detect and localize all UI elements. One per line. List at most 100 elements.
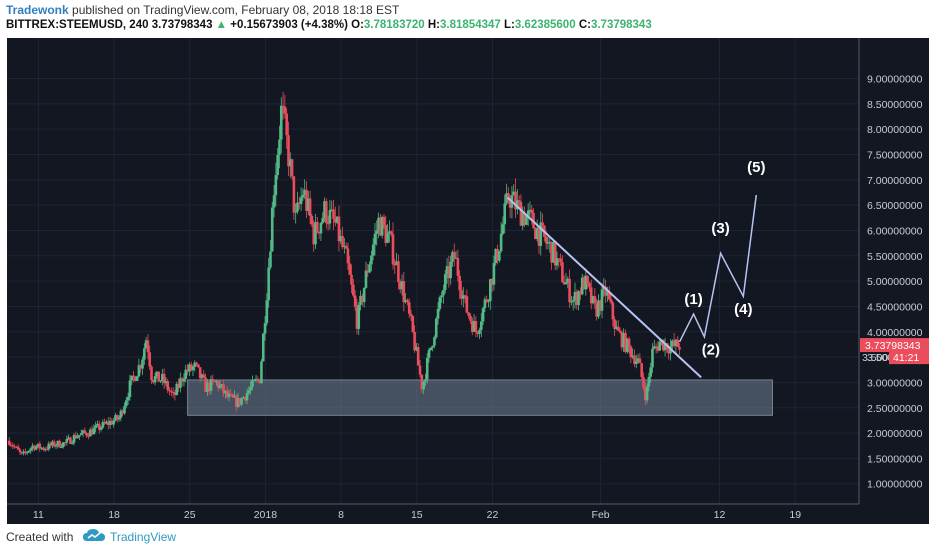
y-tick-label: 8.50000000 (867, 99, 923, 111)
candle-body (85, 433, 88, 436)
candle-body (218, 385, 222, 388)
candle-body (461, 295, 465, 299)
candle-body (589, 287, 593, 304)
candle-body (508, 200, 512, 208)
chart-area[interactable]: (1) (2) (3) (4) (5) 9.00000000 8.50000000 8.000… (7, 38, 929, 524)
candle-body (640, 363, 643, 378)
candle-body (391, 234, 395, 265)
candle-body (368, 264, 371, 273)
candle-body (60, 447, 63, 449)
candle-body (335, 216, 339, 223)
candle-body (7, 440, 11, 445)
candle-body (287, 135, 290, 167)
candle-body (328, 210, 332, 224)
candle-body (425, 357, 429, 380)
y-tick-label: 4.00000000 (867, 327, 923, 339)
y-tick-label: 6.50000000 (867, 200, 923, 212)
candle-body (153, 376, 157, 383)
candle-body (124, 400, 128, 407)
candle-body (443, 274, 447, 290)
candle-body (633, 355, 636, 364)
candle-body (112, 420, 115, 425)
candle-body (24, 451, 27, 453)
candle-body (388, 231, 391, 234)
high-value: 3.81854347 (440, 19, 501, 31)
candle-body (247, 390, 251, 393)
candle-body (357, 304, 361, 329)
countdown-tag-label: 41:21 (893, 352, 919, 364)
tradingview-cloud-icon[interactable] (82, 527, 106, 545)
candle-body (573, 291, 577, 301)
candle-body (58, 440, 61, 448)
candle-body (171, 391, 175, 393)
candle-body (274, 175, 278, 196)
candle-body (490, 279, 494, 285)
y-tick-label: 6.00000000 (867, 225, 923, 237)
candle-body (245, 392, 249, 401)
candle-body (157, 371, 161, 382)
wave-label: (4) (734, 301, 752, 318)
candle-body (512, 191, 516, 196)
x-tick-label: 19 (789, 509, 801, 521)
candle-body (74, 435, 78, 439)
candle-body (550, 241, 553, 263)
candle-body (562, 282, 566, 285)
candle-body (323, 201, 326, 219)
y-tick-label: 5.50000000 (867, 251, 923, 263)
candle-body (202, 374, 206, 378)
candle-body (600, 289, 604, 311)
candle-body (523, 212, 526, 225)
price-chart[interactable]: (1) (2) (3) (4) (5) 9.00000000 8.50000000 8.000… (7, 38, 929, 524)
candle-body (42, 447, 45, 450)
candle-body (593, 296, 597, 304)
candle-body (132, 375, 135, 377)
candle-body (622, 332, 625, 348)
candle-body (337, 216, 341, 242)
candle-body (11, 445, 15, 447)
candle-body (103, 421, 106, 424)
symbol-label: BITTREX:STEEMUSD, 240 (6, 19, 149, 31)
candle-body (108, 420, 112, 426)
candle-body (260, 361, 263, 384)
ohlc-line: BITTREX:STEEMUSD, 240 3.73798343 ▲ +0.15… (6, 19, 652, 31)
candle-body (606, 291, 609, 296)
candle-body (516, 200, 519, 210)
candle-body (56, 440, 60, 446)
candle-body (70, 442, 74, 444)
open-label: O: (351, 19, 364, 31)
candle-body (9, 444, 13, 446)
candle-body (303, 189, 306, 195)
wave-label: (3) (711, 220, 729, 237)
candle-body (281, 105, 285, 107)
y-tick-label: 8.00000000 (867, 124, 923, 136)
candle-body (173, 392, 177, 396)
candle-body (353, 295, 357, 307)
candle-body (128, 380, 132, 398)
candle-body (366, 270, 370, 273)
candle-body (398, 282, 402, 290)
candle-body (539, 222, 543, 246)
candle-body (222, 384, 225, 394)
candle-body (45, 449, 49, 451)
candle-body (272, 195, 276, 208)
tradingview-brand-text[interactable]: TradingView (110, 530, 177, 544)
candle-body (227, 393, 231, 398)
candle-body (598, 300, 602, 311)
candle-body (615, 326, 618, 330)
candle-body (451, 252, 454, 262)
candle-body (460, 290, 463, 299)
candle-body (424, 379, 427, 382)
candle-body (470, 320, 474, 332)
candle-body (27, 450, 31, 453)
candle-body (97, 423, 101, 430)
candle-body (168, 390, 171, 392)
author-link[interactable]: Tradewonk (6, 3, 69, 17)
current-tick-label: 3.500 (862, 352, 888, 364)
candle-body (99, 427, 103, 430)
candle-body (420, 374, 424, 390)
candle-body (296, 202, 299, 212)
candle-body (270, 207, 274, 252)
candle-body (625, 338, 629, 352)
candle-body (316, 221, 319, 233)
candle-body (334, 218, 337, 223)
